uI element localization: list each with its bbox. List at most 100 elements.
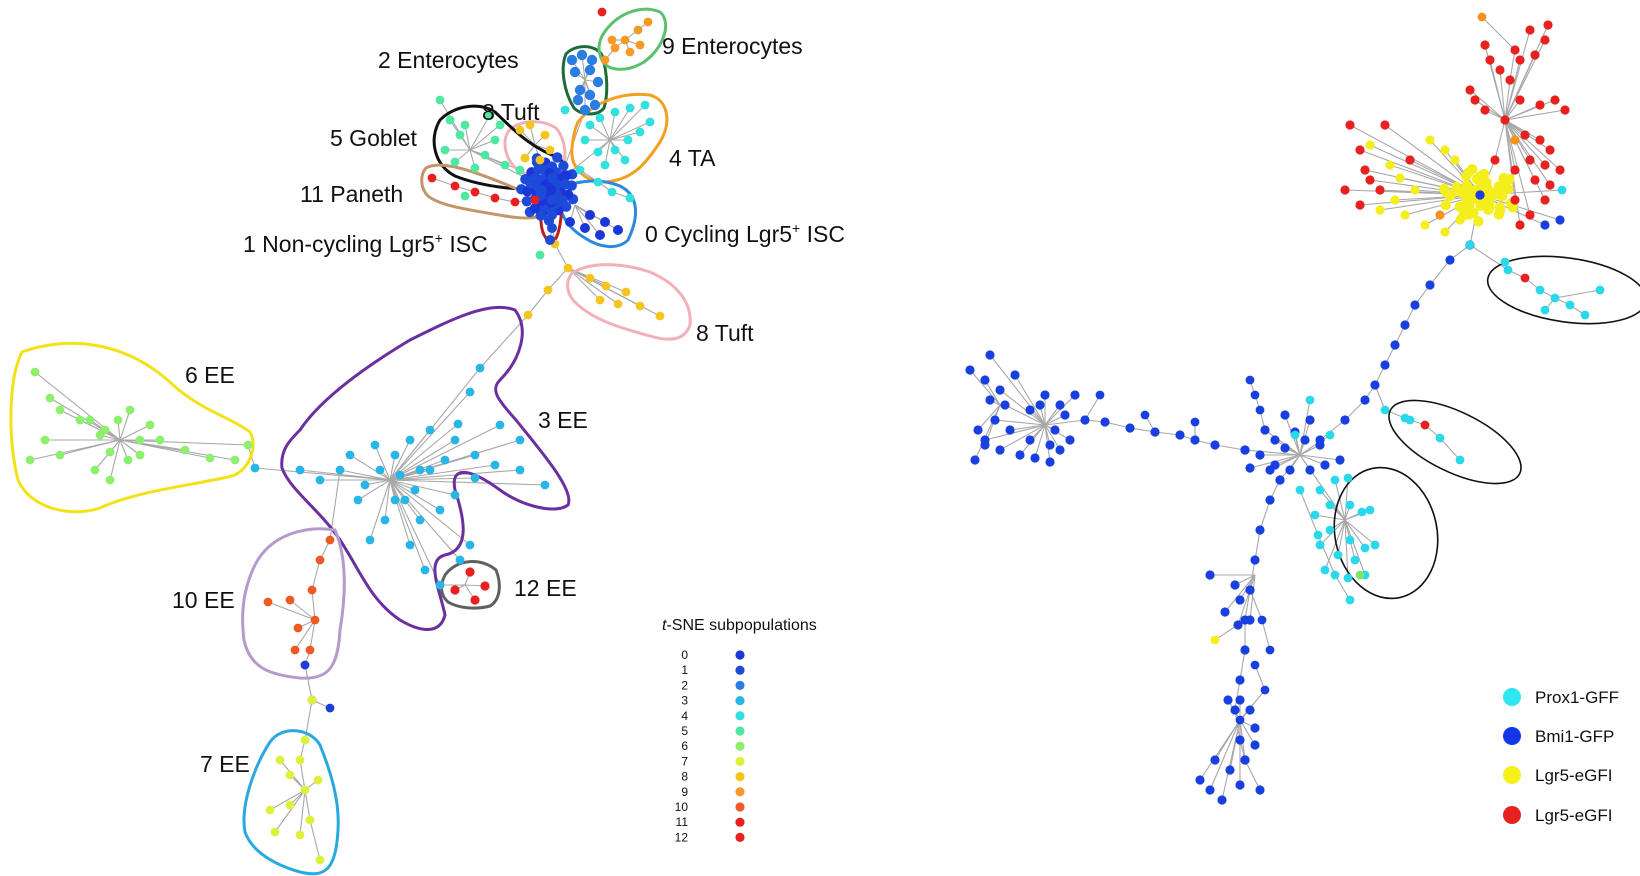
- cell-node-ee: [470, 473, 480, 483]
- cell-node-ee6: [123, 455, 133, 465]
- cell-node-lgr5-yellow: [1450, 155, 1460, 165]
- hull-8-tuft-lower: [566, 263, 692, 341]
- label-1-noncycling-isc: 1 Non-cycling Lgr5+ ISC: [243, 230, 488, 257]
- tree-edge: [1509, 49, 1516, 81]
- right-tree-nodes: [965, 12, 1605, 805]
- tree-edge: [1084, 394, 1101, 421]
- cell-node-ee: [515, 465, 525, 475]
- cell-node-isc: [529, 202, 541, 214]
- tree-edge: [1344, 519, 1366, 576]
- cell-node-lgr5-red: [1555, 165, 1565, 175]
- cell-node-ee: [450, 435, 460, 445]
- cell-node-ee: [490, 460, 500, 470]
- tree-edge: [984, 379, 1001, 406]
- cell-node-bmi1: [1475, 190, 1485, 200]
- left-tree-nodes: [25, 7, 665, 865]
- cell-node-lgr5-red: [1355, 200, 1365, 210]
- tsne-legend-num: 1: [681, 663, 688, 677]
- cell-node-goblet: [445, 115, 455, 125]
- cell-node-ee10: [290, 645, 300, 655]
- reporter-legend: Prox1-GFF Bmi1-GFP Lgr5-eGFI Lgr5-eGFI: [1503, 688, 1619, 825]
- cell-node-bmi1: [1175, 430, 1185, 440]
- cell-node-bmi1: [980, 375, 990, 385]
- cell-node-bmi1: [1250, 740, 1260, 750]
- tsne-legend-dot: [735, 665, 745, 675]
- cell-node-enterocyte9: [625, 47, 635, 57]
- cell-node-prox1: [1290, 430, 1300, 440]
- hull-9-enterocytes: [597, 7, 668, 71]
- tree-edge: [1009, 424, 1046, 431]
- cell-node-bmi1: [1055, 400, 1065, 410]
- cell-node-ee10: [305, 645, 315, 655]
- cell-node-tuft: [613, 299, 623, 309]
- cell-node-tuft: [523, 310, 533, 320]
- tree-edge: [389, 479, 546, 486]
- cell-node-ta: [620, 155, 630, 165]
- tree-edge: [1299, 434, 1331, 456]
- cell-node-bmi1: [1250, 660, 1260, 670]
- tree-edge: [1344, 399, 1366, 421]
- cell-node-tuft: [635, 301, 645, 311]
- cell-node-ee6: [145, 420, 155, 430]
- cell-node-lgr5-red: [1550, 95, 1560, 105]
- cell-node-ee: [425, 425, 435, 435]
- right-spanning-tree-panel: Prox1-GFF Bmi1-GFP Lgr5-eGFI Lgr5-eGFI: [965, 12, 1640, 825]
- cell-node-ee6: [100, 425, 110, 435]
- cell-node-bmi1: [1125, 423, 1135, 433]
- cell-node-lgr5-red: [1505, 75, 1515, 85]
- tree-edge: [609, 107, 631, 141]
- cell-node-ee7: [270, 827, 280, 837]
- cell-node-ee6: [230, 455, 240, 465]
- cell-node-lgr5-red: [1540, 35, 1550, 45]
- tree-edge: [389, 479, 471, 546]
- hull-4-ta: [570, 92, 669, 184]
- tree-edge: [984, 424, 1046, 441]
- cell-node-prox1: [1313, 530, 1323, 540]
- cell-node-orange: [1477, 12, 1487, 22]
- cell-node-ta: [610, 107, 620, 117]
- tree-edge: [999, 424, 1046, 451]
- tree-edge: [389, 439, 411, 481]
- tree-edge: [1249, 589, 1263, 621]
- cell-node-paneth: [597, 7, 607, 17]
- cell-node-enterocyte: [584, 64, 596, 76]
- tree-edge: [1239, 719, 1256, 746]
- cell-node-bmi1: [1340, 415, 1350, 425]
- tree-edge: [1014, 374, 1046, 426]
- tree-edge: [339, 469, 391, 481]
- cell-node-bmi1: [1060, 410, 1070, 420]
- cell-node-prox1: [1315, 540, 1325, 550]
- cell-node-ee6: [135, 435, 145, 445]
- cell-node-paneth: [510, 197, 520, 207]
- cell-node-bmi1: [1240, 755, 1250, 765]
- tsne-legend-num: 5: [681, 724, 688, 738]
- cell-node-orange: [1510, 135, 1520, 145]
- cell-node-goblet: [490, 135, 500, 145]
- tree-edge: [989, 354, 1046, 426]
- cell-node-bmi1: [1305, 465, 1315, 475]
- cell-node-isc: [560, 170, 572, 181]
- cell-node-bmi1: [1230, 580, 1240, 590]
- tree-edge: [269, 789, 306, 811]
- cell-node-enterocyte: [589, 99, 601, 111]
- cell-node-bmi1: [1065, 435, 1075, 445]
- tree-edge: [389, 439, 521, 481]
- cell-node-bmi1: [995, 385, 1005, 395]
- cell-node-goblet: [460, 120, 470, 130]
- cell-node-bmi1: [1445, 255, 1455, 265]
- cell-node-ee10: [315, 555, 325, 565]
- cell-node-ee6: [135, 450, 145, 460]
- cell-node-ee: [435, 580, 445, 590]
- cell-node-isc: [522, 185, 533, 197]
- tsne-legend-num: 11: [676, 815, 689, 829]
- cell-node-bmi1: [1265, 645, 1275, 655]
- hull-10-ee: [241, 527, 346, 680]
- cell-node-enterocyte: [579, 104, 591, 116]
- cell-node-enterocyte9: [633, 25, 643, 35]
- cell-node-enterocyte: [592, 76, 604, 88]
- tree-edge: [1439, 437, 1461, 461]
- tree-edge: [1299, 399, 1311, 456]
- tsne-legend-num: 8: [681, 770, 688, 784]
- cell-node-lgr5-red: [1543, 20, 1553, 30]
